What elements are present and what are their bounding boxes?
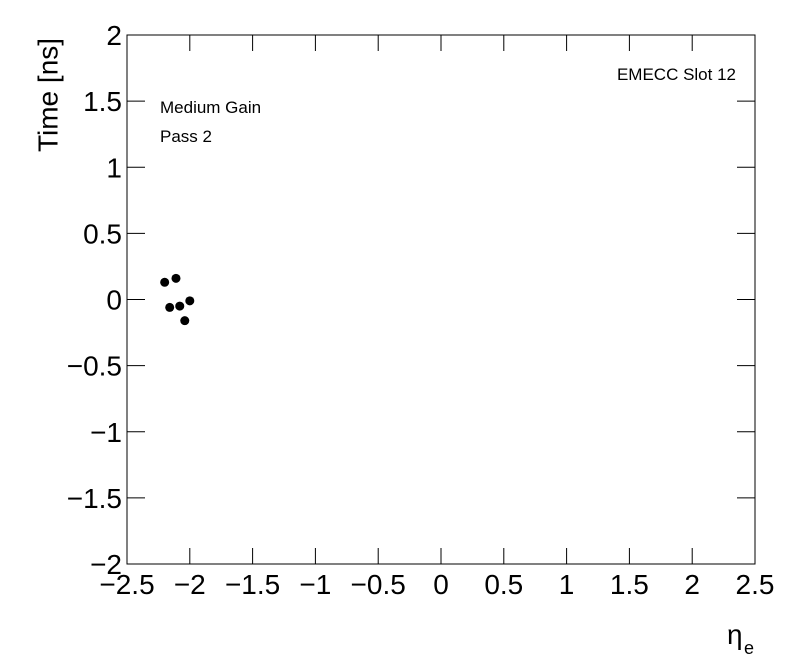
- x-tick-label: 2.5: [736, 569, 775, 600]
- x-tick-label: 0.5: [484, 569, 523, 600]
- data-point: [175, 301, 185, 311]
- y-tick-label: −1: [90, 417, 122, 448]
- data-point: [165, 302, 175, 312]
- data-point: [185, 296, 195, 306]
- x-axis-label: η: [727, 619, 743, 650]
- x-tick-label: 1.5: [610, 569, 649, 600]
- data-point: [160, 277, 170, 287]
- data-point: [180, 316, 190, 326]
- x-tick-label: −2.5: [99, 569, 154, 600]
- y-tick-label: 1: [106, 152, 122, 183]
- x-tick-label: −1: [299, 569, 331, 600]
- y-tick-label: −0.5: [67, 351, 122, 382]
- annotation: Medium Gain: [160, 98, 261, 117]
- data-point: [171, 273, 181, 283]
- x-tick-label: 0: [433, 569, 449, 600]
- annotation: Pass 2: [160, 127, 212, 146]
- x-tick-label: −2: [174, 569, 206, 600]
- x-tick-label: 2: [684, 569, 700, 600]
- y-tick-label: −1.5: [67, 483, 122, 514]
- x-tick-label: −0.5: [351, 569, 406, 600]
- y-tick-label: 0.5: [83, 218, 122, 249]
- x-axis-label-subscript: e: [744, 638, 754, 658]
- x-tick-label: −1.5: [225, 569, 280, 600]
- x-tick-label: 1: [559, 569, 575, 600]
- y-tick-label: 2: [106, 20, 122, 51]
- annotation: EMECC Slot 12: [617, 65, 736, 84]
- y-tick-label: 0: [106, 285, 122, 316]
- y-tick-label: 1.5: [83, 86, 122, 117]
- y-tick-label: −2: [90, 549, 122, 580]
- y-axis-label: Time [ns]: [32, 38, 63, 152]
